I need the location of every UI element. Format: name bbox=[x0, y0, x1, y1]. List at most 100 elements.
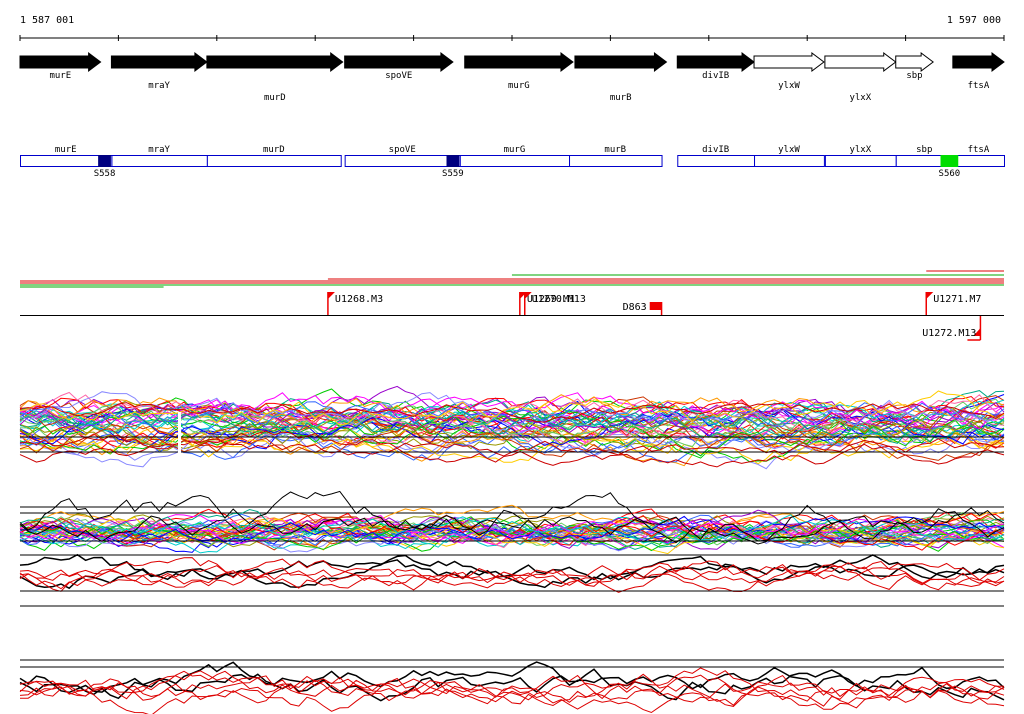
profile-line bbox=[19, 401, 1005, 427]
tag-flag bbox=[327, 292, 335, 299]
profile-line bbox=[19, 557, 1005, 591]
site-marker bbox=[940, 155, 959, 167]
profile-line bbox=[19, 507, 1005, 544]
gene-box bbox=[111, 155, 208, 167]
gene-box bbox=[824, 155, 897, 167]
profile-line bbox=[19, 667, 1005, 707]
gene-box bbox=[569, 155, 663, 167]
profile-line bbox=[19, 410, 1005, 451]
gene-box-label: divIB bbox=[702, 145, 729, 155]
gene-arrow bbox=[110, 52, 208, 72]
gene-arrow-label: murE bbox=[49, 71, 71, 81]
gene-arrow bbox=[952, 52, 1005, 72]
profile-line bbox=[19, 390, 1005, 431]
profile-line bbox=[19, 490, 1005, 545]
profile-line bbox=[19, 410, 1005, 444]
profile-line bbox=[19, 675, 1005, 707]
gene-box-label: murB bbox=[604, 145, 626, 155]
gene-box-label: ftsA bbox=[968, 145, 990, 155]
gene-arrow bbox=[464, 52, 574, 72]
gene-arrow-track: murE mraY murD spoVE murG murB divIB ylxW ylxX sb… bbox=[19, 52, 1005, 103]
gene-box-label: murG bbox=[504, 145, 526, 155]
gene-arrow bbox=[344, 52, 454, 72]
gene-arrow bbox=[19, 52, 102, 72]
deletion-marker bbox=[649, 302, 662, 310]
tag-label: U1268.M3 bbox=[335, 294, 383, 305]
profile-line bbox=[19, 661, 1005, 702]
profile-line bbox=[19, 399, 1005, 435]
axis-start-coordinate: 1 587 001 bbox=[20, 15, 74, 26]
profile-line bbox=[19, 562, 1005, 593]
tag-label: U1270.M13 bbox=[532, 294, 586, 305]
profile-line bbox=[19, 411, 1005, 449]
axis-end-coordinate: 1 597 000 bbox=[947, 15, 1001, 26]
profile-line bbox=[19, 512, 1005, 542]
profile-line bbox=[19, 670, 1005, 710]
gene-arrow bbox=[206, 52, 344, 72]
gene-arrow-label: ylxX bbox=[849, 93, 871, 103]
gene-arrow-label: mraY bbox=[148, 81, 170, 91]
profile-line bbox=[19, 402, 1005, 423]
profile-line bbox=[19, 508, 1005, 543]
profile-gap bbox=[178, 412, 181, 458]
profile-line bbox=[19, 514, 1005, 545]
gene-box bbox=[344, 155, 461, 167]
gene-box-label: spoVE bbox=[389, 145, 416, 155]
gene-box-label: sbp bbox=[916, 145, 932, 155]
gene-arrow bbox=[753, 52, 825, 72]
tag-flag bbox=[926, 292, 934, 299]
gene-arrow-label: spoVE bbox=[385, 71, 412, 81]
profile-line bbox=[19, 426, 1005, 467]
tag-label: U1271.M7 bbox=[933, 294, 981, 305]
gene-arrow bbox=[824, 52, 897, 72]
profile-line bbox=[19, 565, 1005, 591]
profile-line bbox=[19, 513, 1005, 541]
expression-profile-track-4 bbox=[19, 659, 1005, 714]
gene-box bbox=[206, 155, 342, 167]
profile-line bbox=[19, 402, 1005, 440]
gene-box bbox=[952, 155, 1006, 167]
tag-flag bbox=[524, 292, 532, 299]
expression-profile-track-3 bbox=[19, 553, 1005, 607]
site-label: S559 bbox=[442, 169, 464, 179]
site-label: S558 bbox=[94, 169, 116, 179]
gene-arrow-label: divIB bbox=[702, 71, 729, 81]
coordinate-ruler bbox=[19, 35, 1005, 41]
gene-arrow-label: sbp bbox=[906, 71, 922, 81]
gene-arrow-label: ylxW bbox=[778, 81, 800, 91]
gene-box-track: murE mraY murD spoVE murG murB divIB ylxW ylxX sb… bbox=[20, 145, 1006, 179]
tag-label: U1272.M13 bbox=[922, 328, 976, 339]
profile-line bbox=[19, 420, 1005, 463]
profile-line bbox=[19, 391, 1005, 428]
gene-box-label: murE bbox=[55, 145, 77, 155]
gene-box-label: murD bbox=[263, 145, 285, 155]
profile-line bbox=[19, 438, 1005, 468]
expression-profile-track-1 bbox=[19, 385, 1005, 470]
expression-profile-track-2 bbox=[19, 490, 1005, 555]
profile-line bbox=[19, 390, 1005, 426]
profile-line bbox=[19, 516, 1005, 555]
profile-line bbox=[19, 553, 1005, 589]
gene-box-label: ylxW bbox=[778, 145, 800, 155]
gene-box-label: mraY bbox=[148, 145, 170, 155]
gene-arrow-label: murD bbox=[264, 93, 286, 103]
site-marker bbox=[98, 155, 111, 167]
profile-line bbox=[19, 405, 1005, 448]
profile-line bbox=[19, 392, 1005, 430]
gene-arrow-label: murG bbox=[508, 81, 530, 91]
feature-lines-track bbox=[20, 270, 1004, 288]
site-marker bbox=[446, 155, 460, 167]
tag-flag bbox=[973, 328, 981, 336]
gene-box bbox=[677, 155, 756, 167]
site-label: S560 bbox=[939, 169, 961, 179]
profile-line bbox=[19, 674, 1005, 714]
gene-box-label: ylxX bbox=[849, 145, 871, 155]
gene-arrow-label: murB bbox=[610, 93, 632, 103]
gene-arrow bbox=[895, 52, 934, 72]
gene-arrow bbox=[574, 52, 668, 72]
gene-box bbox=[459, 155, 571, 167]
gene-arrow-label: ftsA bbox=[968, 81, 990, 91]
profile-line bbox=[19, 515, 1005, 543]
